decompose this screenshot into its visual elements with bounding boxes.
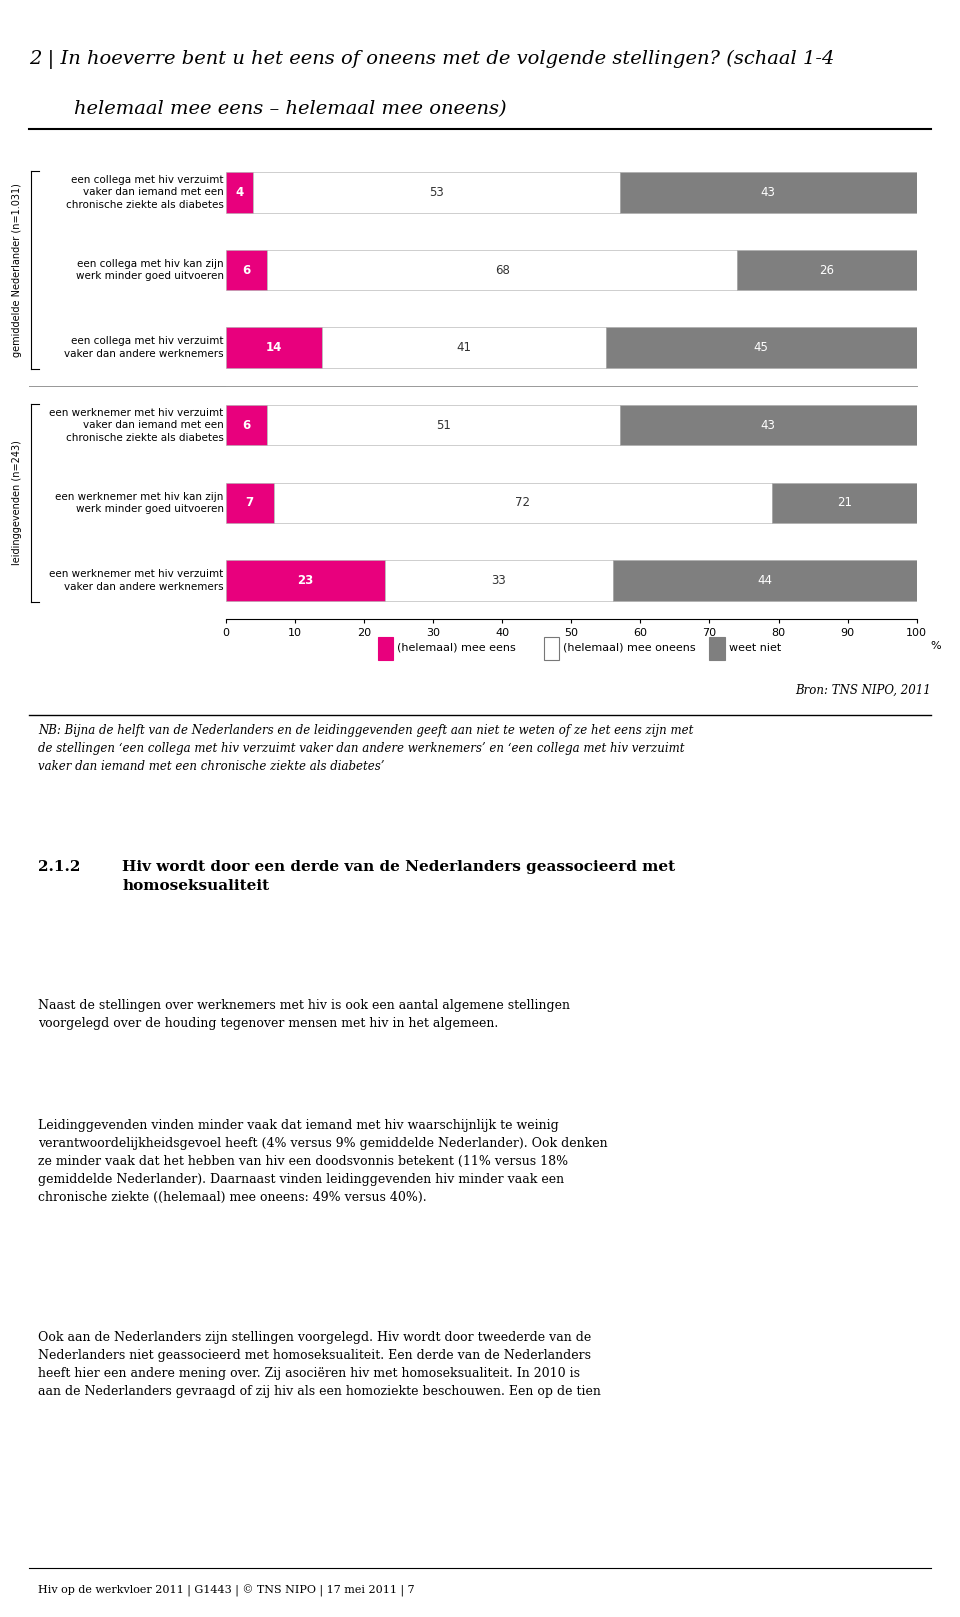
Bar bbox=[267, 251, 737, 289]
Bar bbox=[226, 483, 274, 522]
Text: 6: 6 bbox=[242, 264, 251, 277]
Text: weet niet: weet niet bbox=[729, 642, 781, 653]
Text: 23: 23 bbox=[297, 574, 313, 587]
Bar bbox=[226, 406, 267, 445]
Text: een werknemer met hiv verzuimt
vaker dan andere werknemers: een werknemer met hiv verzuimt vaker dan… bbox=[49, 569, 224, 592]
Text: 33: 33 bbox=[492, 574, 506, 587]
Bar bbox=[226, 328, 323, 367]
Text: Ook aan de Nederlanders zijn stellingen voorgelegd. Hiv wordt door tweederde van: Ook aan de Nederlanders zijn stellingen … bbox=[38, 1331, 601, 1397]
Text: 6: 6 bbox=[242, 419, 251, 432]
Text: Hiv wordt door een derde van de Nederlanders geassocieerd met
homoseksualiteit: Hiv wordt door een derde van de Nederlan… bbox=[122, 860, 676, 893]
Text: een werknemer met hiv verzuimt
vaker dan iemand met een
chronische ziekte als di: een werknemer met hiv verzuimt vaker dan… bbox=[49, 407, 224, 443]
Text: 51: 51 bbox=[436, 419, 451, 432]
Bar bbox=[226, 173, 253, 212]
Bar bbox=[226, 561, 385, 600]
Text: %: % bbox=[930, 642, 941, 652]
Text: een werknemer met hiv kan zijn
werk minder goed uitvoeren: een werknemer met hiv kan zijn werk mind… bbox=[56, 492, 224, 514]
Bar bbox=[612, 561, 917, 600]
Bar bbox=[606, 328, 917, 367]
Text: 72: 72 bbox=[516, 496, 530, 509]
Text: 43: 43 bbox=[760, 419, 776, 432]
Text: 45: 45 bbox=[754, 341, 769, 354]
Text: 2.1.2: 2.1.2 bbox=[38, 860, 81, 875]
Bar bbox=[619, 173, 917, 212]
Text: NB: Bijna de helft van de Nederlanders en de leidinggevenden geeft aan niet te w: NB: Bijna de helft van de Nederlanders e… bbox=[38, 724, 694, 773]
Text: 21: 21 bbox=[837, 496, 852, 509]
Text: (helemaal) mee eens: (helemaal) mee eens bbox=[397, 642, 516, 653]
Bar bbox=[274, 483, 772, 522]
Text: 14: 14 bbox=[266, 341, 282, 354]
Bar bbox=[737, 251, 917, 289]
Text: helemaal mee eens – helemaal mee oneens): helemaal mee eens – helemaal mee oneens) bbox=[74, 100, 507, 118]
Text: een collega met hiv kan zijn
werk minder goed uitvoeren: een collega met hiv kan zijn werk minder… bbox=[76, 259, 224, 281]
Text: 26: 26 bbox=[820, 264, 834, 277]
Bar bbox=[543, 637, 559, 660]
Text: Leidinggevenden vinden minder vaak dat iemand met hiv waarschijnlijk te weinig
v: Leidinggevenden vinden minder vaak dat i… bbox=[38, 1119, 608, 1205]
Bar bbox=[253, 173, 619, 212]
Bar bbox=[709, 637, 725, 660]
Bar bbox=[323, 328, 606, 367]
Text: 68: 68 bbox=[494, 264, 510, 277]
Bar bbox=[377, 637, 393, 660]
Text: een collega met hiv verzuimt
vaker dan andere werknemers: een collega met hiv verzuimt vaker dan a… bbox=[64, 336, 224, 359]
Bar bbox=[226, 251, 267, 289]
Text: 2 | In hoeverre bent u het eens of oneens met de volgende stellingen? (schaal 1-: 2 | In hoeverre bent u het eens of oneen… bbox=[29, 50, 834, 70]
Text: leidinggevenden (n=243): leidinggevenden (n=243) bbox=[12, 440, 22, 566]
Text: 4: 4 bbox=[235, 186, 244, 199]
Text: (helemaal) mee oneens: (helemaal) mee oneens bbox=[563, 642, 696, 653]
Text: 44: 44 bbox=[757, 574, 772, 587]
Bar bbox=[619, 406, 917, 445]
Text: gemiddelde Nederlander (n=1.031): gemiddelde Nederlander (n=1.031) bbox=[12, 183, 22, 357]
Text: een collega met hiv verzuimt
vaker dan iemand met een
chronische ziekte als diab: een collega met hiv verzuimt vaker dan i… bbox=[65, 175, 224, 210]
Text: 53: 53 bbox=[429, 186, 444, 199]
Text: 41: 41 bbox=[457, 341, 471, 354]
Text: 43: 43 bbox=[760, 186, 776, 199]
Bar bbox=[267, 406, 619, 445]
Bar bbox=[385, 561, 612, 600]
Bar bbox=[772, 483, 917, 522]
Text: 7: 7 bbox=[246, 496, 253, 509]
Text: Hiv op de werkvloer 2011 | G1443 | © TNS NIPO | 17 mei 2011 | 7: Hiv op de werkvloer 2011 | G1443 | © TNS… bbox=[38, 1585, 415, 1598]
Text: Naast de stellingen over werknemers met hiv is ook een aantal algemene stellinge: Naast de stellingen over werknemers met … bbox=[38, 999, 570, 1030]
Text: Bron: TNS NIPO, 2011: Bron: TNS NIPO, 2011 bbox=[796, 684, 931, 697]
